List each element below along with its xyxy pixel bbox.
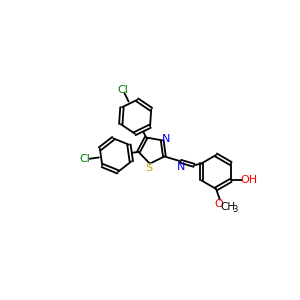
Text: N: N bbox=[176, 162, 185, 172]
Text: N: N bbox=[162, 134, 170, 144]
Text: 3: 3 bbox=[232, 205, 238, 214]
Text: Cl: Cl bbox=[79, 154, 90, 164]
Text: S: S bbox=[146, 163, 153, 173]
Text: OH: OH bbox=[241, 176, 258, 185]
Text: Cl: Cl bbox=[117, 85, 128, 95]
Text: O: O bbox=[215, 199, 224, 209]
Text: CH: CH bbox=[220, 202, 235, 212]
